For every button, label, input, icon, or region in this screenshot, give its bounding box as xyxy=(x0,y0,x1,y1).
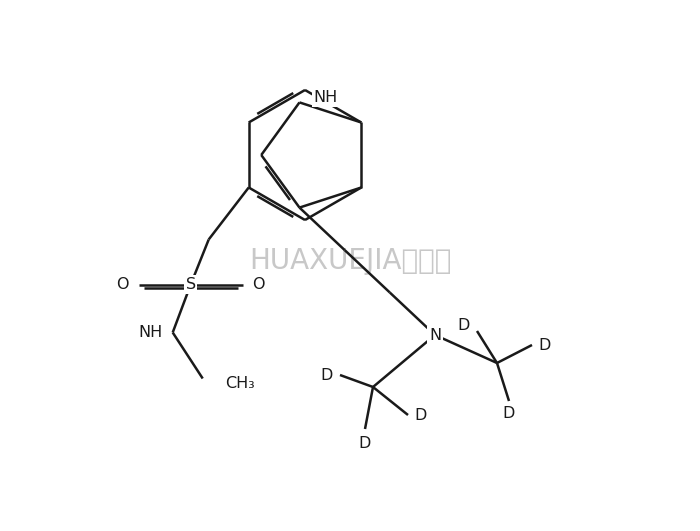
Text: O: O xyxy=(253,277,265,292)
Text: D: D xyxy=(458,319,470,333)
Text: NH: NH xyxy=(139,325,162,340)
Text: NH: NH xyxy=(314,90,337,105)
Text: CH₃: CH₃ xyxy=(225,376,255,391)
Text: S: S xyxy=(186,277,196,292)
Text: HUAXUEJIA化学加: HUAXUEJIA化学加 xyxy=(248,247,452,275)
Text: O: O xyxy=(116,277,129,292)
Text: N: N xyxy=(429,328,441,342)
Text: D: D xyxy=(321,367,333,382)
Text: D: D xyxy=(415,407,427,423)
Text: D: D xyxy=(359,435,371,450)
Text: D: D xyxy=(539,338,551,353)
Text: D: D xyxy=(503,407,515,422)
